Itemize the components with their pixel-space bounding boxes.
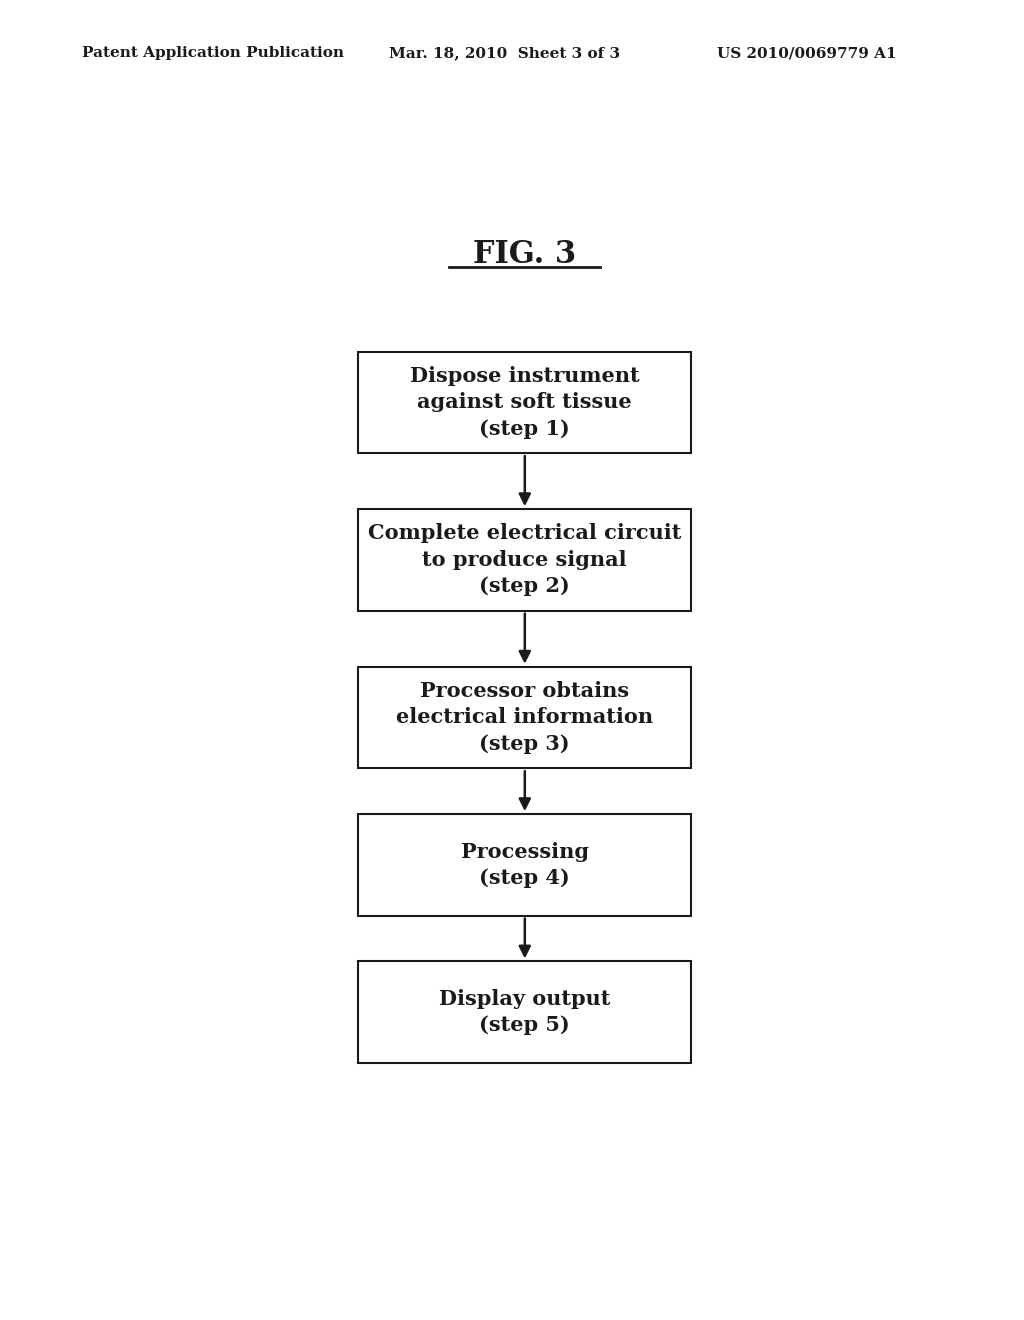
Text: Processor obtains
electrical information
(step 3): Processor obtains electrical information… <box>396 681 653 754</box>
Bar <box>358 667 691 768</box>
Bar <box>358 961 691 1063</box>
Text: Complete electrical circuit
to produce signal
(step 2): Complete electrical circuit to produce s… <box>368 524 682 597</box>
Text: US 2010/0069779 A1: US 2010/0069779 A1 <box>717 46 896 61</box>
Text: Dispose instrument
against soft tissue
(step 1): Dispose instrument against soft tissue (… <box>410 366 640 438</box>
Text: Mar. 18, 2010  Sheet 3 of 3: Mar. 18, 2010 Sheet 3 of 3 <box>389 46 621 61</box>
Text: Patent Application Publication: Patent Application Publication <box>82 46 344 61</box>
Bar <box>358 814 691 916</box>
Bar <box>358 510 691 611</box>
Text: Processing
(step 4): Processing (step 4) <box>461 842 589 888</box>
Text: FIG. 3: FIG. 3 <box>473 239 577 271</box>
Text: Display output
(step 5): Display output (step 5) <box>439 989 610 1035</box>
Bar <box>358 351 691 453</box>
